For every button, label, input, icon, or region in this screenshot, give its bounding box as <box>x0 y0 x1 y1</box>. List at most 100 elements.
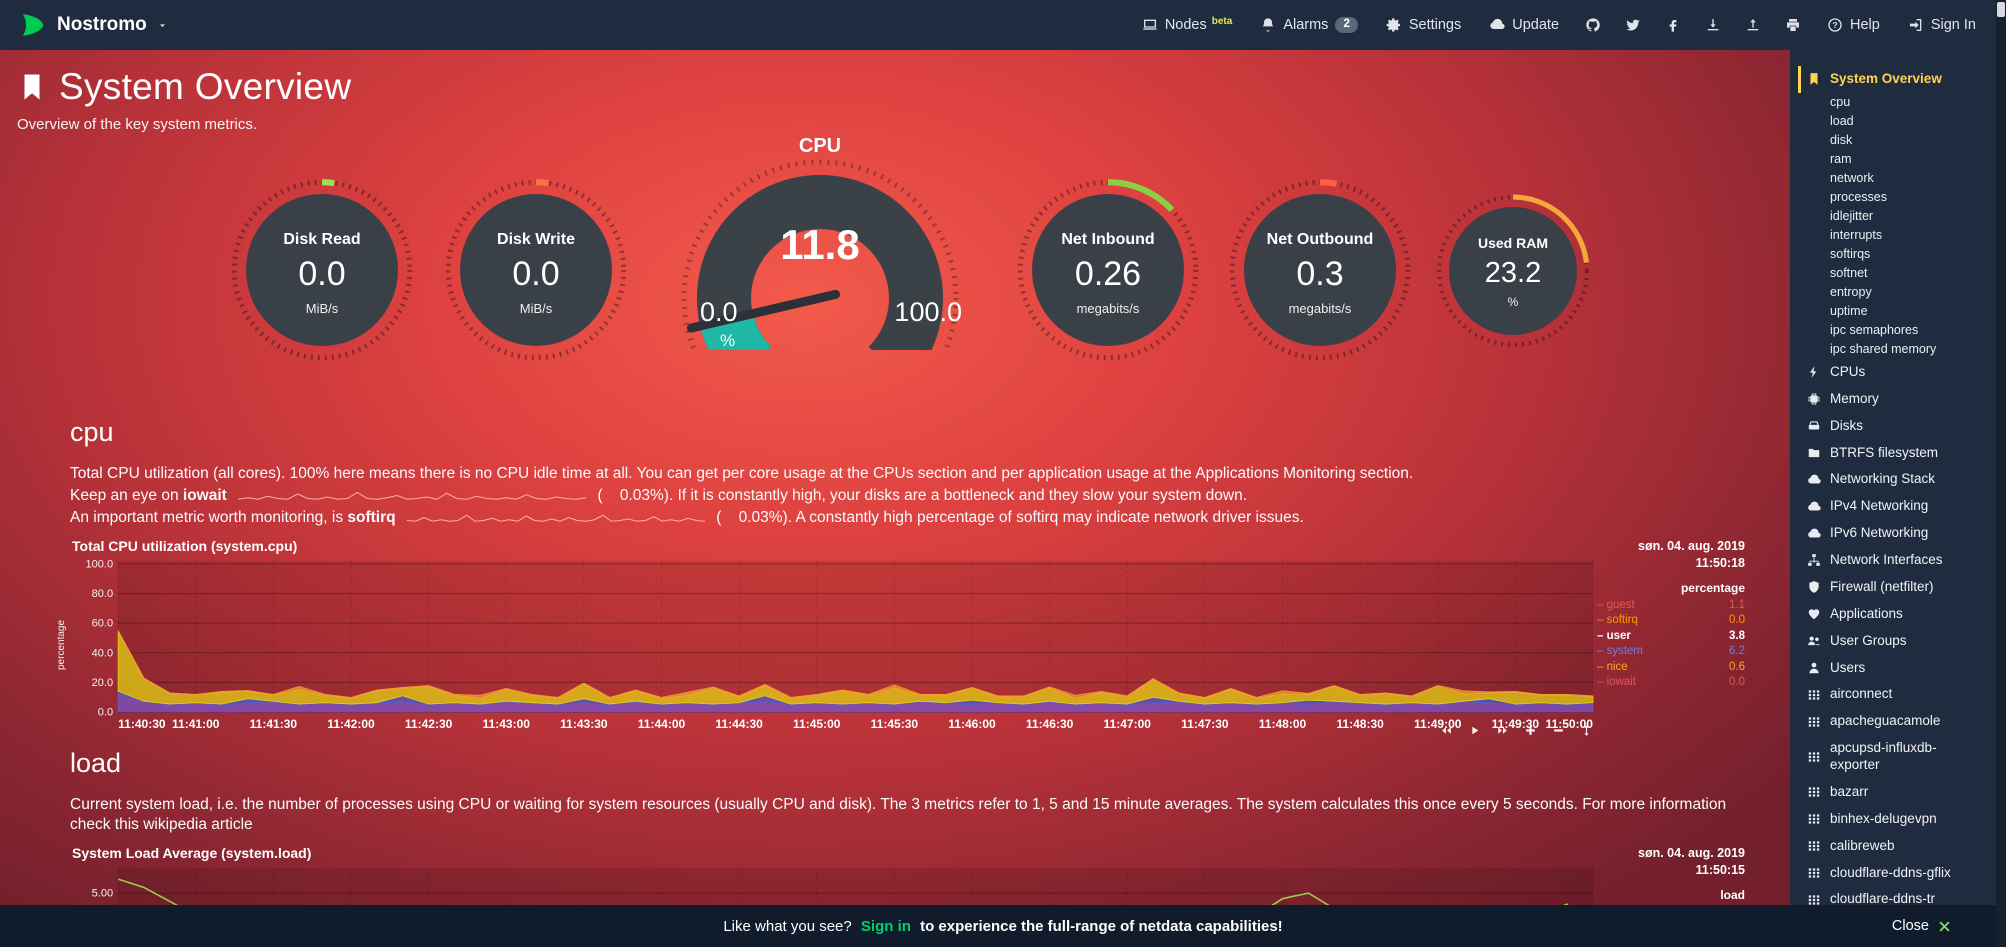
resize-icon[interactable] <box>1580 724 1593 737</box>
sidebar-subitem-interrupts[interactable]: interrupts <box>1830 228 1883 243</box>
nav-import[interactable] <box>1735 0 1771 50</box>
close-banner-button[interactable]: Close <box>1892 918 1952 934</box>
sidebar-item-memory[interactable]: Memory <box>1800 386 1990 413</box>
sidebar-item-label: Network Interfaces <box>1830 552 1943 567</box>
load-heading: load <box>70 748 122 778</box>
legend-item-guest[interactable]: guest 1.1 <box>1597 598 1745 614</box>
pan-right-icon[interactable] <box>1496 724 1509 737</box>
sidebar-subitem-ipc-shared-memory[interactable]: ipc shared memory <box>1830 342 1937 357</box>
gauge-value: 0.26 <box>1074 255 1142 293</box>
sidebar-subitem-cpu[interactable]: cpu <box>1830 95 1851 110</box>
disk-write-gauge[interactable]: Disk Write 0.0 MiB/s <box>441 175 631 365</box>
legend-item-system[interactable]: system 6.2 <box>1597 644 1745 660</box>
sidebar-item-apacheguacamole[interactable]: apacheguacamole <box>1800 708 1990 735</box>
cpu-chart-legend: søn. 04. aug. 2019 11:50:18 percentage g… <box>1597 538 1745 734</box>
svg-text:11:41:30: 11:41:30 <box>250 717 298 731</box>
top-nav: Nodes beta Alarms 2 Settings Update <box>1130 0 1988 50</box>
nav-twitter[interactable] <box>1615 0 1651 50</box>
nav-help[interactable]: ? Help <box>1815 0 1892 50</box>
legend-item-user[interactable]: user 3.8 <box>1597 629 1745 645</box>
sidebar-item-ipv4-networking[interactable]: IPv4 Networking <box>1800 493 1990 520</box>
nav-nodes[interactable]: Nodes beta <box>1130 0 1244 50</box>
svg-text:11:40:30: 11:40:30 <box>118 717 166 731</box>
sidebar-subitem-processes[interactable]: processes <box>1830 190 1887 205</box>
play-icon[interactable] <box>1468 724 1481 737</box>
legend-item-nice[interactable]: nice 0.6 <box>1597 660 1745 676</box>
nav-github[interactable] <box>1575 0 1611 50</box>
sidebar-subitem-softnet[interactable]: softnet <box>1830 266 1868 281</box>
scrollbar-thumb[interactable] <box>1997 2 2005 17</box>
nav-facebook[interactable] <box>1655 0 1691 50</box>
sidebar-item-network-interfaces[interactable]: Network Interfaces <box>1800 547 1990 574</box>
sidebar-item-apcupsd-influxdb-exporter[interactable]: apcupsd-influxdb-exporter <box>1800 735 1990 779</box>
nav-signin[interactable]: Sign In <box>1896 0 1988 50</box>
legend-value: 6.2 <box>1729 645 1745 658</box>
sidebar-item-networking-stack[interactable]: Networking Stack <box>1800 466 1990 493</box>
github-icon <box>1585 17 1601 33</box>
nav-update[interactable]: Update <box>1477 0 1571 50</box>
sidebar-subitem-ipc-semaphores[interactable]: ipc semaphores <box>1830 323 1919 338</box>
sidebar-item-applications[interactable]: Applications <box>1800 601 1990 628</box>
sidebar-item-label: Firewall (netfilter) <box>1830 578 1934 594</box>
sidebar-item-user-groups[interactable]: User Groups <box>1800 628 1990 655</box>
sidebar-subitem-ram[interactable]: ram <box>1830 152 1852 167</box>
sidebar-subitem-softirqs[interactable]: softirqs <box>1830 247 1871 262</box>
sidebar-item-btrfs-filesystem[interactable]: BTRFS filesystem <box>1800 440 1990 467</box>
sidebar-item-cloudflare-ddns-tr[interactable]: cloudflare-ddns-tr <box>1800 886 1990 913</box>
nav-alarms[interactable]: Alarms 2 <box>1248 0 1370 50</box>
sidebar-item-cloudflare-ddns-gflix[interactable]: cloudflare-ddns-gflix <box>1800 860 1990 887</box>
sidebar-item-disks[interactable]: Disks <box>1800 413 1990 440</box>
nav-nodes-label: Nodes <box>1164 17 1207 33</box>
legend-item-softirq[interactable]: softirq 0.0 <box>1597 613 1745 629</box>
bell-icon <box>1260 17 1276 33</box>
sidebar-item-bazarr[interactable]: bazarr <box>1800 779 1990 806</box>
page-scrollbar[interactable] <box>1996 0 2006 947</box>
sidebar-item-firewall-netfilter-[interactable]: Firewall (netfilter) <box>1800 574 1990 601</box>
pan-left-icon[interactable] <box>1440 724 1453 737</box>
sidebar-subitem-idlejitter[interactable]: idlejitter <box>1830 209 1874 224</box>
cpu-chart-canvas[interactable]: 100.0 80.0 60.0 40.0 20.0 0.0 11:40:30 11:41:00… <box>72 556 1597 734</box>
sidebar-subitem-uptime[interactable]: uptime <box>1830 304 1868 319</box>
iowait-sparkline <box>237 489 587 502</box>
legend-item-iowait[interactable]: iowait 0.0 <box>1597 675 1745 691</box>
sidebar-item-calibreweb[interactable]: calibreweb <box>1800 833 1990 860</box>
legend-name: user <box>1597 629 1631 645</box>
sidebar-item-airconnect[interactable]: airconnect <box>1800 681 1990 708</box>
sidebar-item-binhex-delugevpn[interactable]: binhex-delugevpn <box>1800 806 1990 833</box>
svg-text:11:42:30: 11:42:30 <box>405 717 453 731</box>
zoom-in-icon[interactable] <box>1524 724 1537 737</box>
svg-text:11:41:00: 11:41:00 <box>172 717 220 731</box>
sidebar-subitem-disk[interactable]: disk <box>1830 133 1853 148</box>
sidebar-subitem-network[interactable]: network <box>1830 171 1874 186</box>
sidebar-item-cpus[interactable]: CPUs <box>1800 359 1990 386</box>
legend-value: 0.0 <box>1729 614 1745 627</box>
bookmark-icon <box>17 72 47 102</box>
signin-link[interactable]: Sign in <box>860 917 911 935</box>
sidebar-item-label: bazarr <box>1830 783 1869 799</box>
gauges-row: Disk Read 0.0 MiB/s Disk Write 0.0 MiB/s… <box>0 135 1790 437</box>
cpu-gauge[interactable]: CPU 11.8 0.0 100.0 % <box>670 135 970 437</box>
gauge-unit: megabits/s <box>1288 301 1352 316</box>
sidebar-item-system-overview[interactable]: System Overview <box>1798 66 1990 93</box>
gauge-title: Disk Read <box>283 231 361 248</box>
legend-name: softirq <box>1597 613 1638 629</box>
zoom-out-icon[interactable] <box>1552 724 1565 737</box>
sidebar-item-ipv6-networking[interactable]: IPv6 Networking <box>1800 520 1990 547</box>
net-inbound-gauge[interactable]: Net Inbound 0.26 megabits/s <box>1013 175 1203 365</box>
nav-settings[interactable]: Settings <box>1374 0 1473 50</box>
main-content: System Overview Overview of the key syst… <box>0 50 1790 947</box>
sidebar-item-users[interactable]: Users <box>1800 655 1990 682</box>
cpu-desc-3: An important metric worth monitoring, is… <box>70 508 1745 528</box>
nav-export[interactable] <box>1695 0 1731 50</box>
gauge-title: Disk Write <box>497 231 575 248</box>
node-selector[interactable]: Nostromo <box>18 10 169 40</box>
disk-read-gauge[interactable]: Disk Read 0.0 MiB/s <box>227 175 417 365</box>
nav-print[interactable] <box>1775 0 1811 50</box>
node-name: Nostromo <box>57 14 147 35</box>
net-outbound-gauge[interactable]: Net Outbound 0.3 megabits/s <box>1225 175 1415 365</box>
sidebar-subitem-load[interactable]: load <box>1830 114 1854 129</box>
load-desc-1: Current system load, i.e. the number of … <box>70 796 1727 833</box>
used-ram-gauge[interactable]: Used RAM 23.2 % <box>1433 191 1593 351</box>
nav-alarms-label: Alarms <box>1283 17 1329 33</box>
sidebar-subitem-entropy[interactable]: entropy <box>1830 285 1872 300</box>
